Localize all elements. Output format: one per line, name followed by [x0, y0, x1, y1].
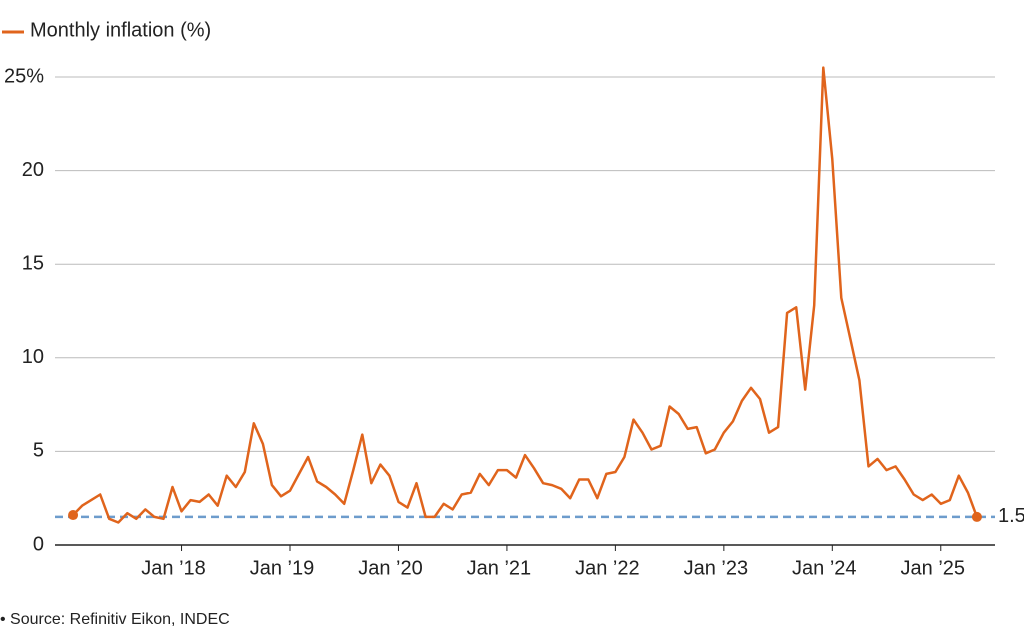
y-tick-label: 0	[33, 533, 44, 555]
x-tick-label: Jan ’18	[141, 557, 206, 579]
x-tick-label: Jan ’25	[901, 557, 966, 579]
x-tick-label: Jan ’21	[467, 557, 532, 579]
x-tick-label: Jan ’22	[575, 557, 640, 579]
endpoint-dot	[68, 510, 79, 521]
x-tick-label: Jan ’24	[792, 557, 857, 579]
y-tick-label: 10	[22, 346, 44, 368]
y-tick-label: 15	[22, 252, 44, 274]
x-tick-label: Jan ’23	[684, 557, 749, 579]
source-note: • Source: Refinitiv Eikon, INDEC	[0, 611, 230, 628]
line-series	[72, 66, 979, 524]
y-tick-label: 5	[33, 440, 44, 462]
endpoint-dot	[971, 511, 982, 522]
legend-label: Monthly inflation (%)	[30, 19, 211, 41]
x-tick-label: Jan ’19	[250, 557, 315, 579]
y-tick-label: 20	[22, 159, 44, 181]
y-tick-label: 25%	[4, 65, 44, 87]
x-tick-label: Jan ’20	[358, 557, 423, 579]
reference-label: 1.5	[998, 505, 1024, 527]
